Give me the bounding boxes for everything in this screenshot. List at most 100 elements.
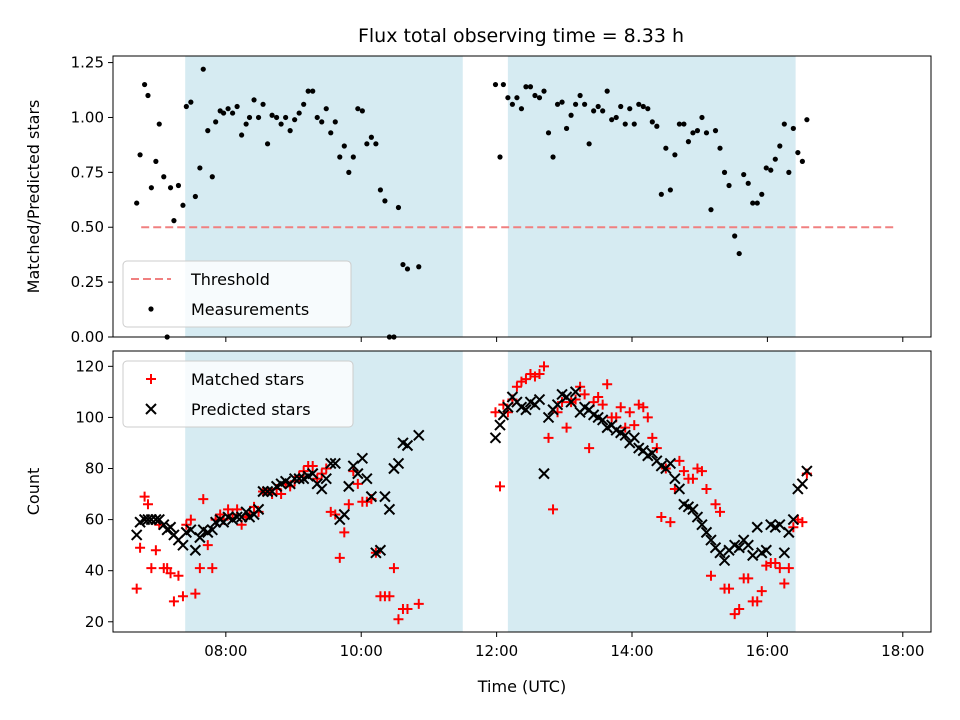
predicted-point (646, 447, 659, 459)
y-axis-label: Count (24, 468, 43, 516)
predicted-point (158, 519, 170, 531)
x-tick-label: 08:00 (204, 642, 247, 660)
predicted-point (206, 524, 218, 536)
y-tick-label: 20 (85, 613, 104, 631)
predicted-point (401, 439, 414, 452)
matched-point (602, 379, 613, 390)
y-axis-label: Matched/Predicted stars (24, 100, 43, 294)
y-tick-label: 80 (85, 460, 104, 478)
measurement-point (736, 250, 742, 257)
legend: Matched stars Predicted stars (122, 360, 354, 428)
measurement-point (759, 191, 765, 197)
measurement-point (323, 106, 329, 112)
measurement-point (377, 187, 384, 193)
predicted-point (194, 531, 206, 544)
measurement-point (500, 81, 506, 88)
measurement-point (658, 191, 664, 197)
matched-point (190, 588, 201, 599)
measurement-point (708, 207, 714, 213)
measurement-point (618, 103, 624, 110)
measurement-point (156, 121, 162, 127)
measurement-point (332, 119, 338, 125)
measurement-point (368, 134, 374, 140)
y-tick-label: 100 (75, 408, 104, 426)
measurement-point (777, 143, 783, 149)
predicted-point (687, 503, 699, 516)
measurement-point (685, 139, 692, 145)
predicted-point (343, 480, 355, 493)
measurement-point (741, 171, 747, 178)
predicted-point (374, 544, 387, 556)
legend-measurement-swatch (148, 306, 154, 312)
predicted-point (774, 519, 786, 531)
x-tick-label: 16:00 (746, 642, 789, 660)
predicted-point (352, 467, 364, 480)
measurement-point (604, 88, 610, 94)
predicted-point (502, 401, 514, 413)
measurement-point (314, 114, 320, 121)
measurement-point (492, 81, 499, 88)
predicted-point (700, 526, 713, 539)
predicted-point (293, 473, 305, 485)
matched-point (629, 420, 640, 431)
measurement-point (220, 110, 227, 116)
measurement-point (161, 174, 167, 180)
measurement-point (712, 128, 719, 134)
measurement-point (287, 128, 293, 134)
measurement-point (582, 101, 588, 107)
matched-point (490, 407, 501, 418)
predicted-point (347, 460, 360, 472)
predicted-point (691, 511, 704, 523)
matched-point (647, 432, 658, 443)
measurement-point (134, 200, 140, 206)
y-tick-label: 60 (85, 511, 104, 529)
measurement-point (404, 266, 411, 272)
matched-point (207, 563, 218, 574)
measurement-point (732, 233, 738, 239)
matched-point (198, 494, 209, 505)
y-tick-label: 120 (75, 357, 104, 375)
x-tick-label: 10:00 (340, 642, 383, 660)
predicted-point (320, 473, 332, 485)
measurement-point (559, 99, 565, 105)
predicted-point (569, 386, 582, 398)
measurement-point (171, 218, 177, 224)
y-tick-label: 1.00 (71, 108, 104, 126)
measurement-point (514, 95, 520, 101)
measurement-point (213, 119, 219, 125)
predicted-point (338, 508, 351, 521)
predicted-point (619, 429, 631, 442)
measurement-point (205, 128, 211, 134)
axes-frame (112, 55, 932, 338)
matched-point (534, 368, 545, 379)
predicted-point (801, 465, 813, 477)
measurement-point (754, 200, 760, 206)
measurement-point (141, 81, 148, 88)
predicted-point (714, 547, 726, 559)
predicted-point (542, 411, 555, 424)
predicted-point (189, 544, 202, 556)
measurement-point (663, 145, 669, 151)
predicted-point (565, 396, 577, 408)
matched-point (142, 499, 153, 510)
legend-label: Threshold (190, 270, 270, 289)
matched-point (384, 591, 395, 602)
measurement-point (239, 132, 245, 138)
predicted-point (392, 457, 405, 470)
predicted-point (747, 549, 759, 562)
legend-label: Matched stars (191, 370, 304, 389)
predicted-point (288, 473, 301, 485)
legend-matched-swatch (146, 374, 156, 384)
predicted-point (751, 521, 763, 533)
predicted-point (383, 503, 396, 516)
measurement-point (795, 149, 801, 156)
y-tick-label: 1.25 (71, 54, 104, 72)
measurement-point (197, 165, 203, 171)
measurement-point (395, 204, 402, 211)
measurement-point (536, 95, 543, 101)
legend-label: Predicted stars (191, 400, 311, 419)
measurement-point (781, 121, 787, 127)
measurement-point (192, 193, 198, 200)
measurement-point (804, 117, 810, 123)
measurement-point (274, 114, 280, 121)
